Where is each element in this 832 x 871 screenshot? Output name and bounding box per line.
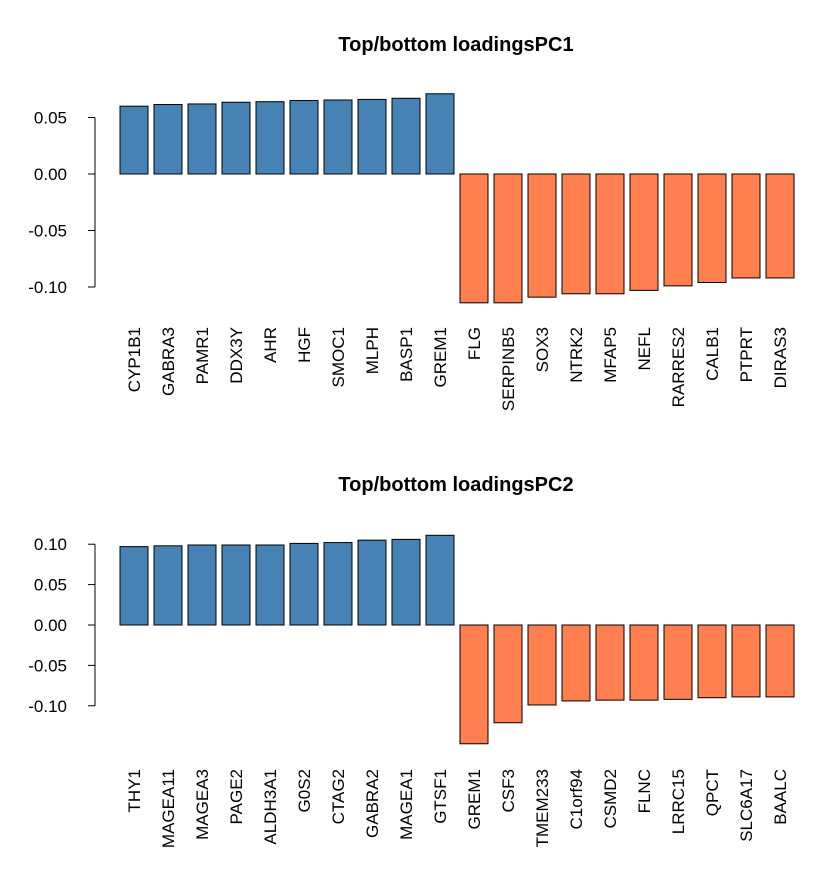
category-label: PTPRT [737,327,756,382]
bar [221,544,251,626]
category-label: HGF [295,327,314,363]
category-label: ALDH3A1 [261,769,280,845]
bar [153,545,183,626]
bar [323,99,353,175]
bar [187,544,217,626]
y-tick-label: -0.05 [28,656,67,675]
bar [357,539,387,626]
category-label: MFAP5 [601,327,620,383]
bar [629,173,659,291]
bar [323,542,353,626]
bar [493,173,523,304]
category-label: GABRA2 [363,769,382,838]
category-label: MLPH [363,327,382,374]
bar [765,624,795,698]
bar [289,100,319,175]
bar [697,624,727,699]
bar [255,101,285,175]
category-label: CSF3 [499,769,518,812]
category-label: BASP1 [397,327,416,382]
category-label: SERPINB5 [499,327,518,411]
bar [425,93,455,175]
bar [119,546,149,626]
chart-title: Top/bottom loadingsPC1 [338,34,573,56]
y-tick-label: 0.00 [34,616,67,635]
category-label: SMOC1 [329,327,348,387]
bar [459,624,489,745]
bar [357,98,387,175]
category-label: PAGE2 [227,769,246,824]
category-label: THY1 [125,769,144,812]
bar [187,103,217,175]
bar [561,173,591,295]
bar [493,624,523,724]
category-label: TMEM233 [533,769,552,847]
bar [663,624,693,700]
category-label: GREM1 [465,769,484,829]
y-tick-label: -0.10 [28,697,67,716]
category-label: GABRA3 [159,327,178,396]
y-tick-label: 0.05 [34,576,67,595]
category-label: FLG [465,327,484,360]
chart-title: Top/bottom loadingsPC2 [338,474,573,496]
bar [221,101,251,175]
bar [425,534,455,626]
chart-panel-pc1: Top/bottom loadingsPC1 0.05 0.00 -0.05 -0.1… [28,34,795,411]
y-tick-label: 0.10 [34,535,67,554]
category-label: NEFL [635,327,654,370]
category-label: CTAG2 [329,769,348,824]
category-label: NTRK2 [567,327,586,383]
category-label: CALB1 [703,327,722,381]
category-label: AHR [261,327,280,363]
y-tick-label: 0.05 [34,109,67,128]
bar [697,173,727,283]
bar [255,544,285,626]
bar [595,624,625,701]
bar [731,173,761,279]
category-label: G0S2 [295,769,314,812]
bar [153,104,183,175]
bar [663,173,693,287]
bar [527,173,557,298]
bar [527,624,557,706]
bar [595,173,625,295]
category-label: CSMD2 [601,769,620,829]
category-label: LRRC15 [669,769,688,834]
category-label: FLNC [635,769,654,813]
bar [289,542,319,626]
category-label: SLC6A17 [737,769,756,842]
bar [459,173,489,304]
category-label: C1orf94 [567,769,586,829]
category-label: GREM1 [431,327,450,387]
bar [561,624,591,702]
category-label: BAALC [771,769,790,825]
bar [629,624,659,701]
category-label: DDX3Y [227,327,246,384]
y-tick-label: -0.05 [28,222,67,241]
y-tick-label: -0.10 [28,278,67,297]
bar [119,105,149,175]
bar [391,97,421,175]
category-label: QPCT [703,769,722,816]
category-label: DIRAS3 [771,327,790,388]
category-label: CYP1B1 [125,327,144,392]
bar [391,538,421,626]
bar [731,624,761,698]
category-label: PAMR1 [193,327,212,384]
category-label: SOX3 [533,327,552,372]
category-label: MAGEA1 [397,769,416,840]
chart-panel-pc2: Top/bottom loadingsPC2 0.10 0.05 0.00 -0.05… [28,474,795,848]
bar [765,173,795,279]
category-label: GTSF1 [431,769,450,824]
category-label: MAGEA3 [193,769,212,840]
category-label: RARRES2 [669,327,688,407]
category-label: MAGEA11 [159,769,178,848]
y-tick-label: 0.00 [34,165,67,184]
